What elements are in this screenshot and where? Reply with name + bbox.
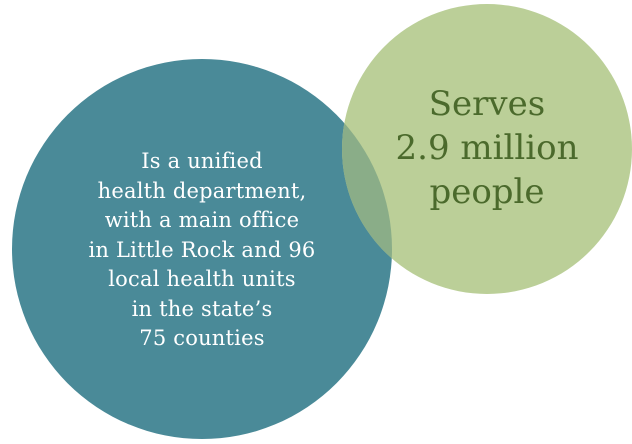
right-text-line: people — [429, 172, 545, 212]
left-text-line: 75 counties — [139, 326, 265, 350]
left-text-line: local health units — [108, 267, 296, 291]
right-text-line: Serves — [428, 84, 546, 124]
left-text-line: Is a unified — [141, 149, 263, 173]
left-text-line: with a main office — [104, 208, 300, 232]
left-circle — [12, 59, 392, 439]
left-text-line: health department, — [97, 178, 307, 203]
left-circle-text: Is a unified health department, with a m… — [52, 147, 352, 354]
right-circle-text: Serves 2.9 million people — [362, 82, 612, 214]
right-text-line: 2.9 million — [395, 128, 579, 168]
left-text-line: in Little Rock and 96 — [88, 237, 316, 262]
left-text-line: in the state’s — [131, 296, 273, 321]
